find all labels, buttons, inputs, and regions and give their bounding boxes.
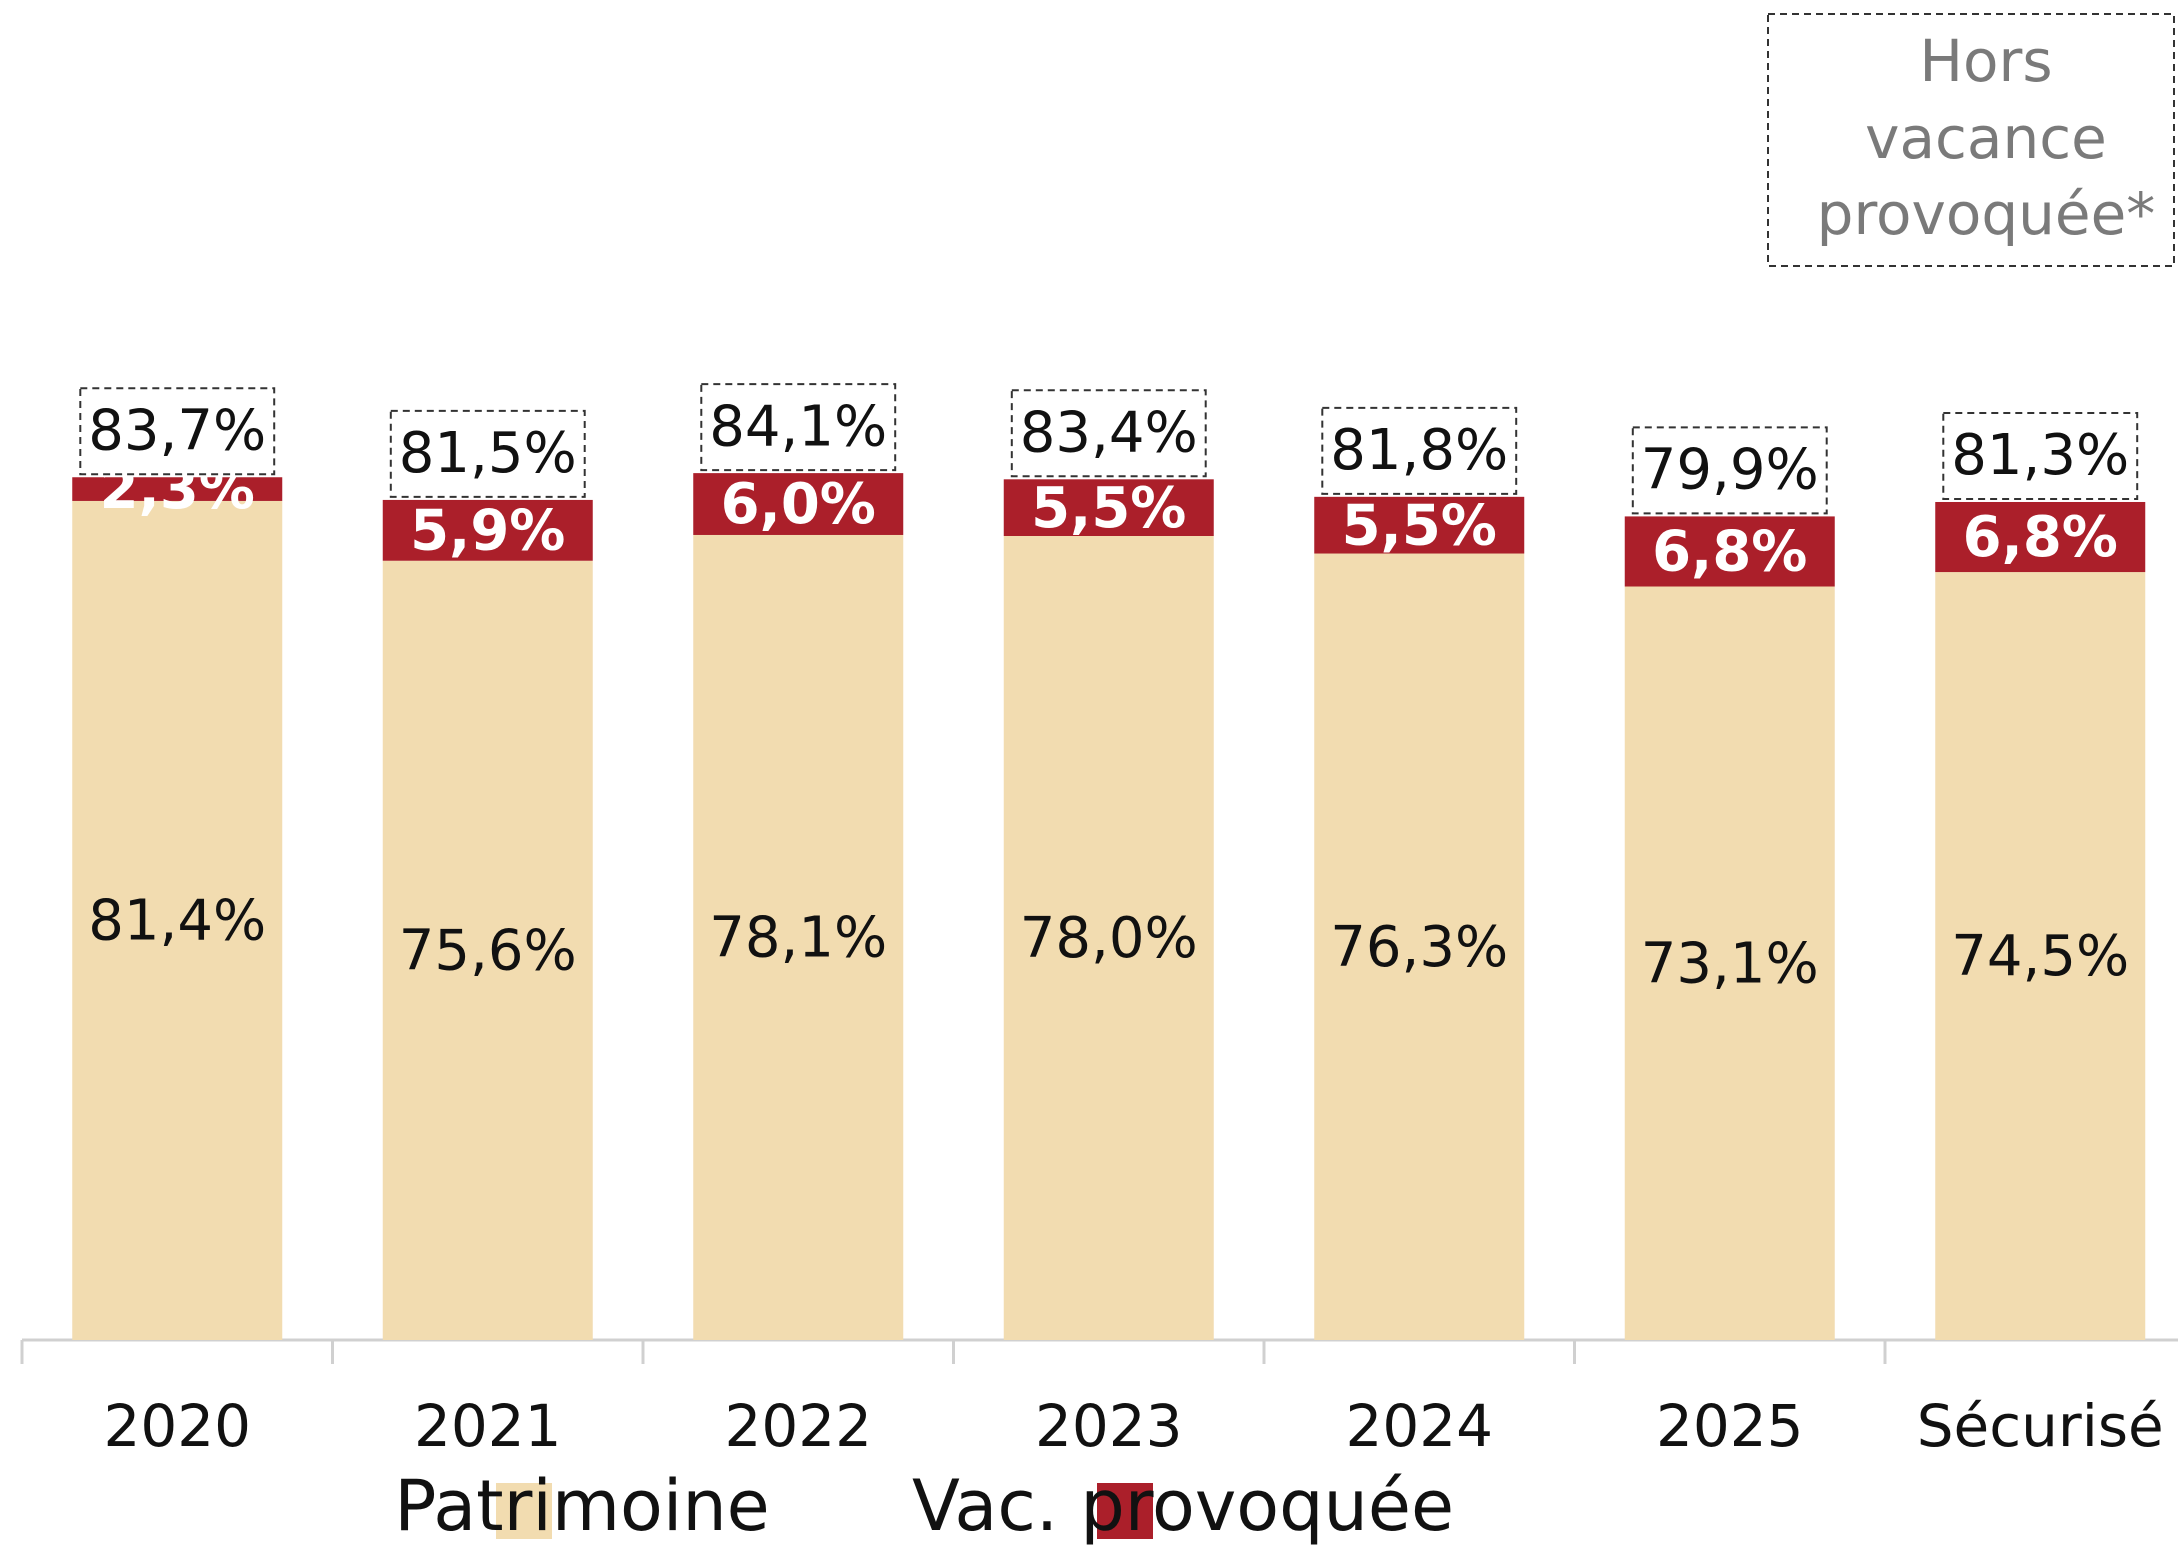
x-tick-label: Sécurisé <box>1917 1392 2164 1460</box>
bar-segment <box>1624 516 1835 587</box>
value-label-bold: 6,0% <box>721 472 876 537</box>
value-label: 78,0% <box>1020 906 1198 971</box>
value-label: 73,1% <box>1641 931 1819 996</box>
value-label-bold: 6,8% <box>1652 520 1807 585</box>
bar-segment <box>72 500 283 1340</box>
total-label: 83,4% <box>1020 400 1198 465</box>
bar-segment <box>382 560 593 1340</box>
annotation: vacance <box>1865 104 2107 172</box>
bar-segment <box>1624 586 1835 1340</box>
total-box <box>1321 406 1518 495</box>
total-box <box>1010 389 1207 478</box>
total-label: 79,9% <box>1641 438 1819 503</box>
bar-segment <box>1935 572 2146 1340</box>
value-label-bold: 5,5% <box>1342 493 1497 558</box>
total-box <box>79 387 276 476</box>
total-box <box>389 409 586 498</box>
bar-segment <box>1314 553 1525 1340</box>
value-label: 78,1% <box>709 906 887 971</box>
legend-swatch <box>1097 1483 1153 1539</box>
bar-segment <box>693 534 904 1340</box>
bar-segment <box>1314 496 1525 554</box>
legend-label: Vac. provoquée <box>912 1465 1454 1547</box>
total-box <box>1631 426 1828 515</box>
legend-swatch <box>496 1483 552 1539</box>
x-tick-label: 2025 <box>1656 1392 1804 1460</box>
total-label: 81,5% <box>399 421 577 486</box>
annotation: provoquée* <box>1817 180 2156 248</box>
value-label: 81,4% <box>88 889 266 954</box>
total-label: 81,8% <box>1330 418 1508 483</box>
bar-segment <box>1003 479 1214 536</box>
total-label: 84,1% <box>709 394 887 459</box>
total-label: 81,3% <box>1951 423 2129 488</box>
total-box <box>700 383 897 472</box>
bar-segment <box>1935 501 2146 573</box>
x-tick-label: 2024 <box>1345 1392 1493 1460</box>
value-label: 74,5% <box>1951 924 2129 989</box>
bar-segment <box>72 477 283 501</box>
x-tick-label: 2021 <box>414 1392 562 1460</box>
annotation-box <box>1767 13 2175 267</box>
value-label: 75,6% <box>399 919 577 984</box>
value-label: 76,3% <box>1330 915 1508 980</box>
value-label-bold: 2,3% <box>100 457 255 522</box>
total-box <box>1942 411 2139 500</box>
x-tick-label: 2023 <box>1035 1392 1183 1460</box>
annotation: Hors <box>1919 27 2052 95</box>
bar-segment <box>1003 536 1214 1340</box>
value-label-bold: 5,5% <box>1031 476 1186 541</box>
legend-label: Patrimoine <box>394 1465 770 1547</box>
value-label-bold: 6,8% <box>1963 505 2118 570</box>
bar-segment <box>382 499 593 561</box>
x-tick-label: 2022 <box>724 1392 872 1460</box>
bar-segment <box>693 473 904 535</box>
total-label: 83,7% <box>88 398 266 463</box>
x-tick-label: 2020 <box>103 1392 251 1460</box>
value-label-bold: 5,9% <box>410 498 565 563</box>
